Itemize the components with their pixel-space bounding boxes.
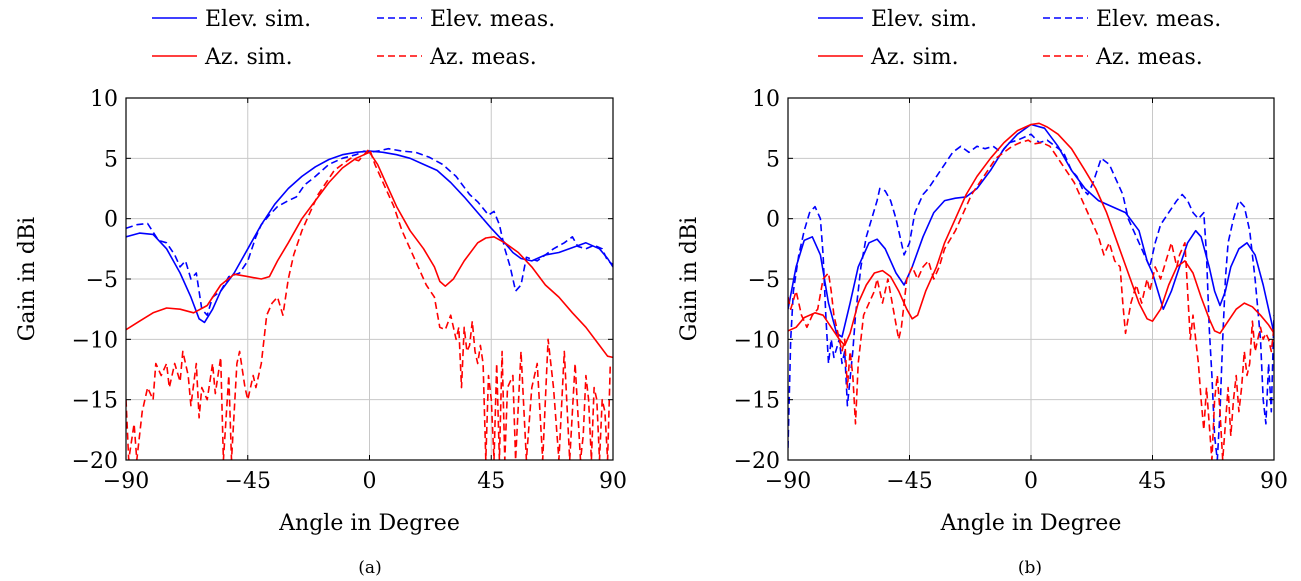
series-line-elev-sim — [126, 150, 613, 324]
x-axis-label: Angle in Degree — [278, 511, 460, 536]
y-tick-label: −10 — [734, 328, 780, 353]
chart-panel-a: −90 −45 0 45 90 −20 −15 −10 −5 0 5 10 Angle in Degre… — [15, 7, 627, 578]
x-tick-label: −90 — [765, 469, 811, 494]
series-line-az-meas — [788, 139, 1274, 460]
x-axis-label: Angle in Degree — [940, 511, 1122, 536]
x-tick-label: 45 — [1139, 469, 1167, 494]
legend-label: Elev. sim. — [871, 7, 977, 32]
y-tick-label: −10 — [72, 328, 118, 353]
y-tick-label: −5 — [86, 268, 118, 293]
series-group — [788, 122, 1274, 460]
legend-label: Elev. meas. — [1096, 7, 1221, 32]
y-tick-label: 5 — [104, 147, 118, 172]
series-line-elev-sim — [788, 123, 1274, 338]
legend: Elev. sim. Elev. meas. Az. sim. Az. meas. — [152, 7, 555, 70]
x-tick-label: −45 — [225, 469, 271, 494]
x-tick-label: 0 — [1024, 469, 1038, 494]
series-group — [126, 147, 613, 460]
series-line-az-meas — [126, 147, 612, 460]
chart-panel-b: −90 −45 0 45 90 −20 −15 −10 −5 0 5 10 Angle in Degre… — [677, 7, 1288, 578]
legend-label: Az. sim. — [870, 45, 959, 70]
y-tick-label: −15 — [734, 389, 780, 414]
legend: Elev. sim. Elev. meas. Az. sim. Az. meas. — [818, 7, 1221, 70]
legend-label: Az. meas. — [1095, 45, 1203, 70]
y-tick-label: −20 — [734, 449, 780, 474]
y-tick-label: 5 — [766, 147, 780, 172]
y-tick-label: −15 — [72, 389, 118, 414]
series-line-az-sim — [788, 122, 1274, 347]
y-axis-label: Gain in dBi — [677, 217, 702, 341]
y-tick-label: 10 — [90, 87, 118, 112]
legend-label: Az. sim. — [204, 45, 293, 70]
y-tick-label: 0 — [104, 208, 118, 233]
legend-label: Az. meas. — [429, 45, 537, 70]
y-tick-label: 10 — [752, 87, 780, 112]
x-tick-label: 90 — [599, 469, 627, 494]
x-tick-label: −45 — [886, 469, 932, 494]
x-tick-label: 0 — [363, 469, 377, 494]
y-axis-label: Gain in dBi — [15, 217, 40, 341]
y-tick-label: −20 — [72, 449, 118, 474]
x-tick-label: −90 — [103, 469, 149, 494]
panel-caption: (a) — [358, 558, 381, 578]
x-tick-label: 45 — [477, 469, 505, 494]
panel-caption: (b) — [1018, 558, 1042, 578]
series-line-az-sim — [126, 151, 613, 359]
x-tick-label: 90 — [1260, 469, 1288, 494]
y-tick-label: −5 — [748, 268, 780, 293]
y-tick-label: 0 — [766, 208, 780, 233]
legend-label: Elev. sim. — [205, 7, 311, 32]
legend-label: Elev. meas. — [430, 7, 555, 32]
